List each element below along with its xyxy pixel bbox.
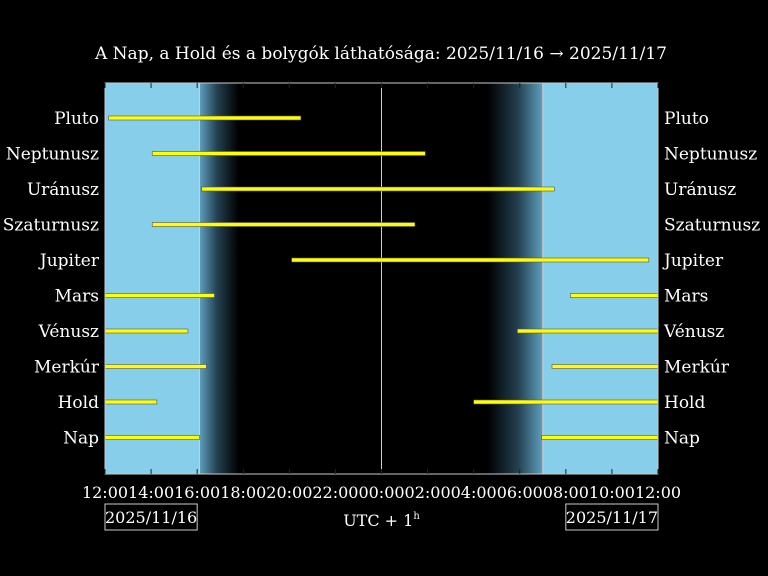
x-tick-label: 10:00 bbox=[589, 483, 635, 502]
visibility-bar-7-0 bbox=[104, 364, 207, 369]
visibility-bar-8-1 bbox=[473, 399, 659, 405]
body-label-right: Vénusz bbox=[663, 322, 724, 342]
body-label-left: Nap bbox=[63, 429, 99, 449]
dusk-twilight bbox=[199, 83, 239, 474]
x-tick-label: 12:00 bbox=[82, 483, 128, 502]
body-label-left: Vénusz bbox=[38, 322, 99, 342]
plot-reference-lines bbox=[198, 83, 544, 474]
x-tick-label: 20:00 bbox=[266, 483, 312, 502]
visibility-bar-4-0 bbox=[291, 257, 650, 263]
body-label-right: Mars bbox=[664, 287, 708, 307]
body-label-left: Mars bbox=[55, 287, 99, 307]
day-region-left bbox=[105, 83, 200, 474]
x-axis-label-superscript: h bbox=[413, 511, 420, 522]
body-label-left: Jupiter bbox=[38, 251, 100, 271]
x-tick-label: 14:00 bbox=[128, 483, 174, 502]
dawn-twilight bbox=[487, 83, 543, 474]
body-label-left: Merkúr bbox=[34, 358, 100, 378]
visibility-bar-1-0 bbox=[151, 151, 426, 156]
body-label-right: Nap bbox=[664, 429, 700, 449]
visibility-bar-5-0 bbox=[104, 293, 215, 298]
x-axis-label: UTC + 1h bbox=[343, 511, 420, 530]
visibility-bar-9-0 bbox=[104, 435, 200, 440]
x-tick-label: 18:00 bbox=[220, 483, 266, 502]
body-label-right: Neptunusz bbox=[664, 145, 757, 165]
body-label-right: Jupiter bbox=[662, 251, 724, 271]
x-tick-label: 02:00 bbox=[405, 483, 451, 502]
visibility-bar-9-1 bbox=[541, 435, 659, 440]
date-box-left: 2025/11/16 bbox=[104, 503, 198, 531]
visibility-bar-8-0 bbox=[104, 399, 158, 405]
x-tick-labels: 12:00 14:00 16:00 18:00 20:00 22:00 00:00 02:00… bbox=[82, 83, 681, 502]
date-box-right: 2025/11/17 bbox=[565, 503, 659, 531]
body-label-right: Merkúr bbox=[664, 358, 730, 378]
visibility-bar-5-1 bbox=[570, 293, 659, 298]
body-label-right: Hold bbox=[664, 393, 705, 413]
body-label-left: Neptunusz bbox=[6, 145, 99, 165]
date-left-label: 2025/11/16 bbox=[105, 508, 197, 527]
visibility-bar-7-1 bbox=[551, 364, 659, 369]
x-tick-label: 00:00 bbox=[358, 483, 404, 502]
x-tick-label: 08:00 bbox=[543, 483, 589, 502]
x-tick-label: 12:00 bbox=[635, 483, 681, 502]
body-label-left: Szaturnusz bbox=[3, 216, 99, 236]
x-tick-label: 04:00 bbox=[451, 483, 497, 502]
visibility-bar-0-0 bbox=[108, 115, 302, 121]
body-label-left: Uránusz bbox=[27, 180, 99, 200]
chart-title: A Nap, a Hold és a bolygók láthatósága: … bbox=[94, 44, 667, 64]
body-label-left: Pluto bbox=[54, 109, 99, 129]
visibility-bar-2-0 bbox=[201, 186, 555, 192]
day-region-right bbox=[542, 83, 658, 474]
body-label-right: Szaturnusz bbox=[664, 216, 760, 236]
visibility-bar-3-0 bbox=[151, 222, 416, 227]
x-tick-label: 22:00 bbox=[312, 483, 358, 502]
body-label-left: Hold bbox=[58, 393, 99, 413]
date-right-label: 2025/11/17 bbox=[566, 508, 658, 527]
x-axis-label-main: UTC + 1 bbox=[343, 511, 413, 530]
body-label-right: Uránusz bbox=[664, 180, 736, 200]
x-tick-label: 06:00 bbox=[497, 483, 543, 502]
x-tick-label: 16:00 bbox=[174, 483, 220, 502]
body-label-right: Pluto bbox=[664, 109, 709, 129]
visibility-bar-6-1 bbox=[517, 328, 659, 334]
body-labels-left: Pluto Neptunusz Uránusz Szaturnusz Jupiter Ma… bbox=[3, 109, 100, 449]
visibility-bar-6-0 bbox=[104, 328, 189, 334]
body-labels-right: Pluto Neptunusz Uránusz Szaturnusz Jupiter Ma… bbox=[662, 109, 760, 449]
